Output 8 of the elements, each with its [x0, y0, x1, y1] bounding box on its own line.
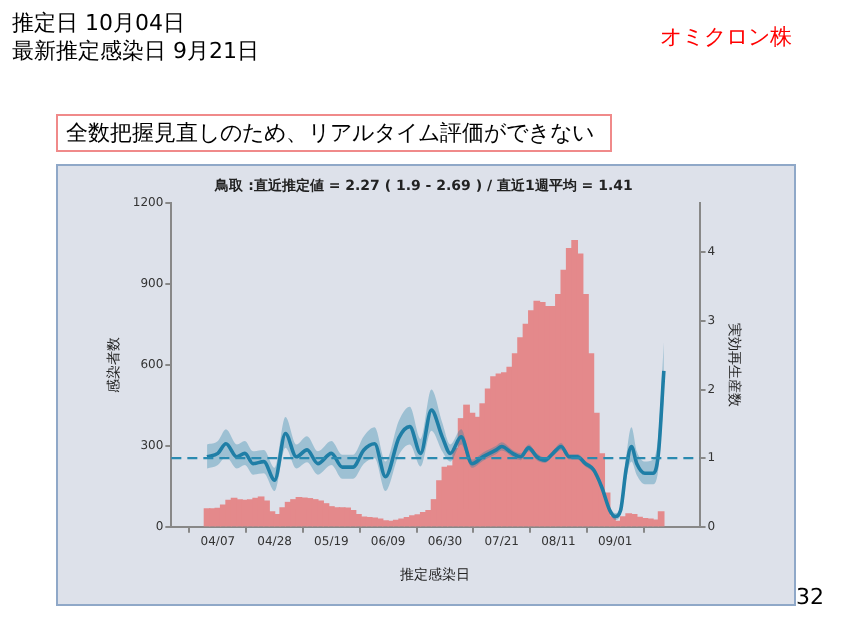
text: 32: [796, 584, 824, 610]
text: 最新推定感染日 9月21日: [12, 38, 259, 64]
bar: [263, 500, 270, 527]
text: 全数把握見直しのため、リアルタイム評価ができない: [56, 114, 612, 152]
text: 推定日 10月04日: [12, 10, 185, 36]
bar: [657, 511, 665, 527]
text: オミクロン株: [660, 24, 792, 50]
bar: [360, 516, 368, 527]
